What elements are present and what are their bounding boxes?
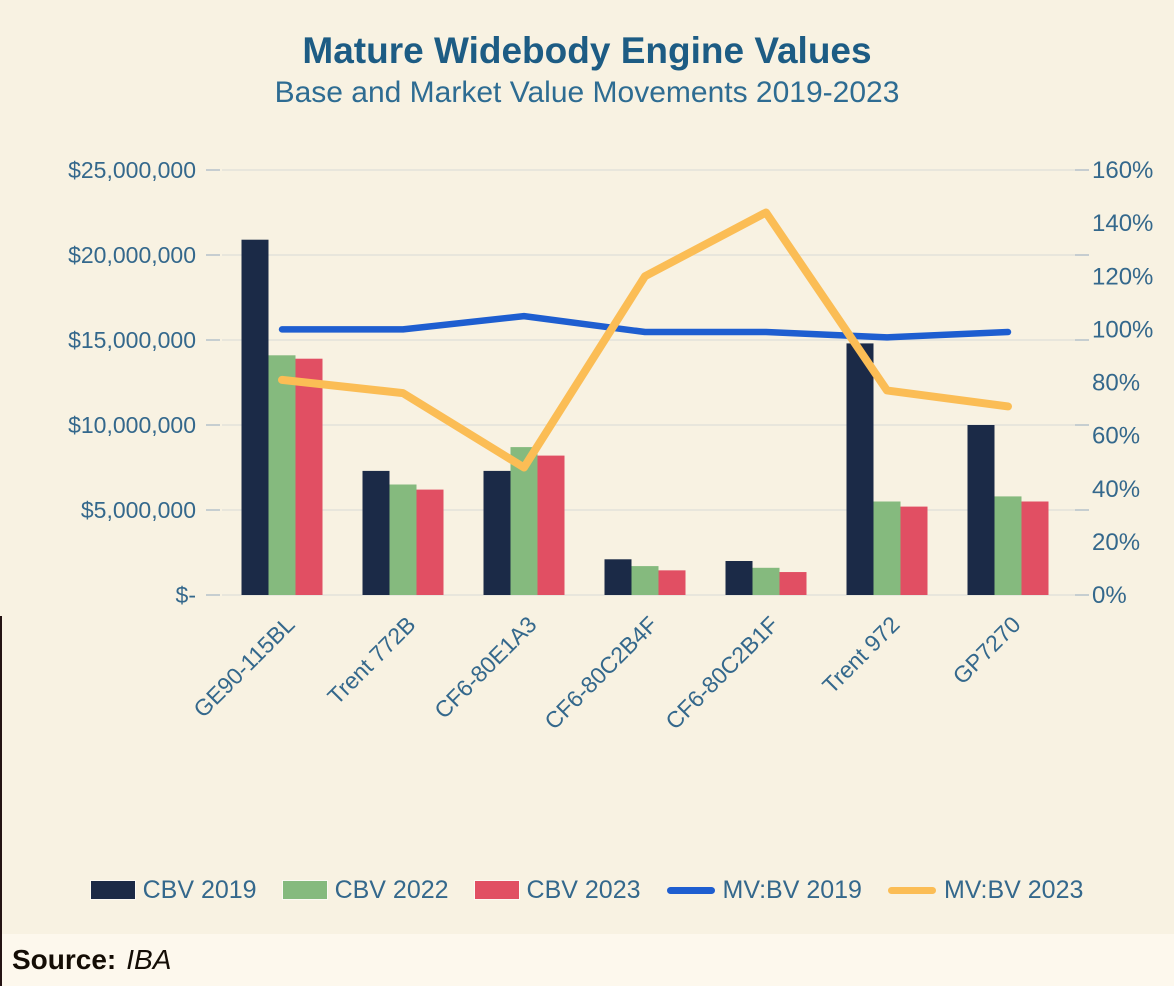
- bar-cbv-2023: [416, 489, 444, 595]
- right-axis-tick-label: 20%: [1092, 529, 1140, 556]
- left-axis-tick-label: $15,000,000: [68, 327, 196, 353]
- bar-cbv-2019: [241, 239, 269, 595]
- legend-label: CBV 2022: [334, 875, 449, 904]
- line-swatch-icon: [666, 886, 715, 894]
- chart-subtitle: Base and Market Value Movements 2019-202…: [274, 76, 900, 109]
- category-label: GE90-115BL: [188, 611, 299, 722]
- bar-cbv-2022: [268, 355, 296, 595]
- legend-item: CBV 2022: [282, 875, 449, 905]
- bar-cbv-2019: [483, 470, 511, 595]
- right-axis-tick-label: 60%: [1092, 423, 1140, 450]
- right-axis-tick-label: 80%: [1092, 370, 1140, 397]
- chart-title: Mature Widebody Engine Values: [302, 30, 872, 71]
- category-label: CF6-80C2B1F: [660, 611, 783, 734]
- bar-cbv-2022: [994, 496, 1022, 595]
- bar-cbv-2023: [779, 572, 807, 595]
- left-axis-tick-label: $-: [176, 582, 196, 608]
- legend-label: MV:BV 2023: [943, 875, 1084, 904]
- line-swatch-icon: [887, 886, 936, 894]
- chart-legend: CBV 2019 CBV 2022 CBV 2023 MV:BV 2019 MV:BV …: [0, 868, 1174, 912]
- source-label: Source:: [12, 944, 117, 975]
- right-axis-tick-label: 140%: [1092, 210, 1153, 237]
- source-bar: Source: IBA: [0, 934, 1174, 986]
- legend-label: CBV 2019: [142, 875, 257, 904]
- bar-cbv-2022: [873, 501, 901, 595]
- bar-cbv-2023: [900, 506, 928, 595]
- bar-cbv-2023: [537, 455, 565, 595]
- bar-cbv-2023: [658, 570, 686, 595]
- left-edge-line: [0, 616, 2, 986]
- category-label: Trent 772B: [322, 611, 420, 709]
- line-mv-bv-2019: [278, 312, 1012, 341]
- legend-item: CBV 2023: [474, 875, 641, 905]
- legend-item: MV:BV 2019: [666, 875, 862, 905]
- engine-values-combo-chart: $- $5,000,000 $10,000,000 $15,000,000 $20,00…: [68, 157, 1153, 734]
- left-axis-tick-label: $20,000,000: [68, 242, 196, 268]
- right-axis-tick-label: 0%: [1092, 582, 1127, 609]
- category-label: CF6-80C2B4F: [539, 611, 662, 734]
- bar-cbv-2019: [967, 425, 995, 595]
- line-mv-bv-2023: [278, 208, 1012, 472]
- source-value: IBA: [126, 944, 172, 975]
- left-axis-tick-label: $5,000,000: [81, 497, 196, 523]
- bar-cbv-2022: [510, 447, 538, 595]
- bar-cbv-2019: [362, 470, 390, 595]
- bar-cbv-2022: [631, 566, 659, 595]
- category-label: CF6-80E1A3: [429, 611, 541, 723]
- right-axis-tick-label: 120%: [1092, 263, 1153, 290]
- category-label: GP7270: [947, 611, 1025, 689]
- bar-cbv-2023: [1021, 501, 1049, 595]
- bar-swatch-icon: [90, 881, 135, 899]
- right-axis-tick-label: 40%: [1092, 476, 1140, 503]
- legend-item: MV:BV 2023: [887, 875, 1084, 905]
- right-axis-tick-label: 100%: [1092, 316, 1153, 343]
- legend-label: MV:BV 2019: [722, 875, 862, 904]
- legend-item: CBV 2019: [90, 875, 257, 905]
- left-axis-tick-label: $25,000,000: [68, 157, 196, 183]
- bar-cbv-2022: [752, 567, 780, 595]
- bar-cbv-2023: [295, 358, 323, 595]
- bar-swatch-icon: [474, 881, 519, 899]
- bar-cbv-2022: [389, 484, 417, 595]
- category-label: Trent 972: [817, 611, 904, 698]
- chart-header: Mature Widebody Engine Values Base and M…: [0, 30, 1174, 110]
- bar-cbv-2019: [846, 343, 874, 595]
- bar-swatch-icon: [282, 881, 327, 899]
- bar-cbv-2019: [604, 559, 632, 595]
- left-axis-tick-label: $10,000,000: [68, 412, 196, 438]
- legend-label: CBV 2023: [526, 875, 641, 904]
- bar-cbv-2019: [725, 561, 753, 595]
- right-axis-tick-label: 160%: [1092, 157, 1153, 184]
